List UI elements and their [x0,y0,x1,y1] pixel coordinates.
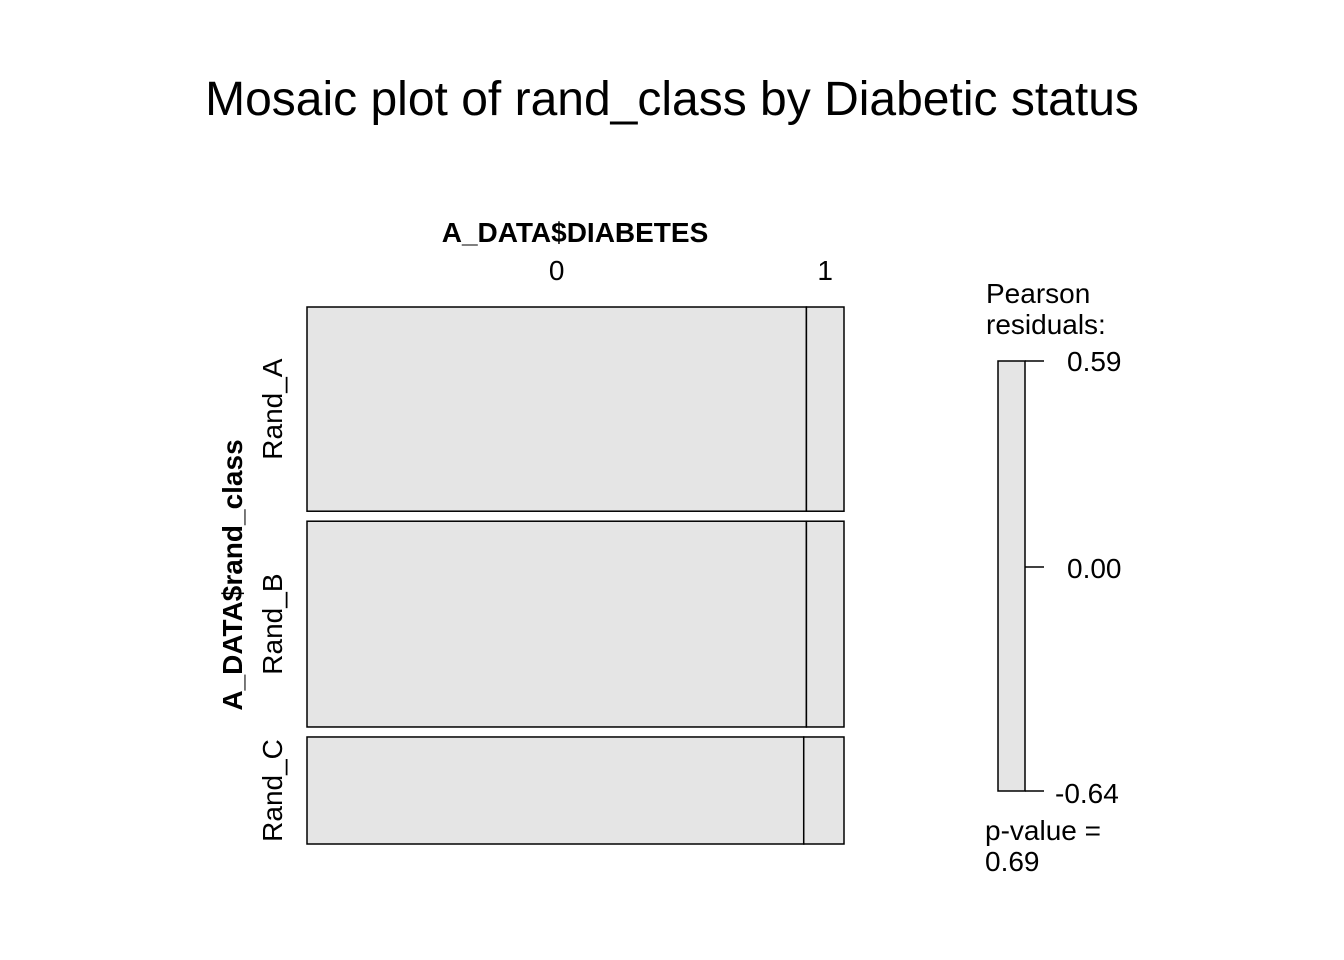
x-tick-1: 1 [817,255,833,286]
chart-title: Mosaic plot of rand_class by Diabetic st… [205,73,1139,126]
y-tick-labels: Rand_A Rand_B Rand_C [257,358,288,842]
mosaic-cell-rand-a-diabetes-0 [306,306,808,512]
legend-title-line-1: Pearson [986,278,1090,309]
x-tick-0: 0 [549,255,565,286]
mosaic-cell-rand-c-diabetes-0 [306,736,805,845]
mosaic-cell-rand-a-diabetes-1 [805,306,845,512]
mosaic-cells [306,306,845,845]
pvalue-line-1: p-value = [985,815,1101,846]
legend-mid-label: 0.00 [1067,553,1122,584]
y-tick-rand-a: Rand_A [257,358,288,460]
y-axis-title: A_DATA$rand_class [217,439,248,710]
y-tick-rand-c: Rand_C [257,739,288,842]
pvalue-line-2: 0.69 [985,846,1040,877]
mosaic-cell-rand-b-diabetes-1 [805,520,845,728]
legend-title-line-2: residuals: [986,309,1106,340]
mosaic-cell-rand-c-diabetes-1 [802,736,845,845]
mosaic-cell-rand-b-diabetes-0 [306,520,808,728]
legend-color-bar [997,360,1026,792]
legend-max-label: 0.59 [1067,346,1122,377]
y-tick-rand-b: Rand_B [257,574,288,675]
x-axis-title: A_DATA$DIABETES [442,217,709,248]
legend-min-label: -0.64 [1055,778,1119,809]
residual-legend: Pearson residuals: 0.59 0.00 -0.64 p-val… [985,278,1122,877]
